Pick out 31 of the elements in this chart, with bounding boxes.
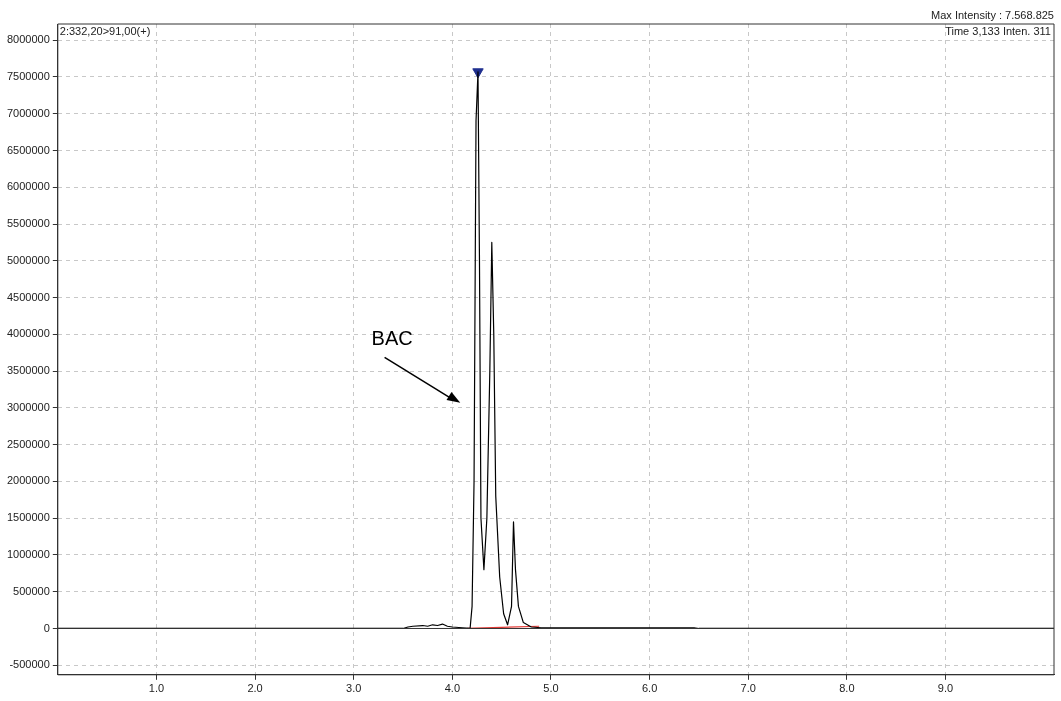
x-tick-label: 5.0: [543, 682, 559, 695]
y-tick-label: 0: [43, 621, 50, 634]
x-tick-label: 6.0: [641, 682, 658, 695]
annotation: BAC: [371, 326, 413, 349]
y-tick-label: 5000000: [7, 253, 50, 266]
y-tick-label: 2500000: [7, 437, 50, 450]
annotation: Time 3,133 Inten. 311: [945, 24, 1051, 37]
y-tick-label: 3000000: [7, 400, 50, 413]
y-tick-label: -500000: [9, 658, 50, 671]
y-tick-label: 500000: [13, 584, 50, 597]
x-tick-label: 9.0: [937, 682, 954, 695]
y-tick-label: 3500000: [7, 364, 50, 377]
x-tick-label: 3.0: [346, 682, 362, 695]
y-tick-label: 5500000: [7, 217, 50, 230]
y-tick-label: 2000000: [7, 474, 50, 487]
x-tick-label: 4.0: [444, 682, 460, 695]
y-tick-label: 7500000: [7, 69, 50, 82]
x-tick-label: 1.0: [148, 682, 165, 695]
y-tick-label: 6500000: [7, 143, 50, 156]
y-tick-label: 1500000: [7, 511, 50, 524]
y-tick-label: 8000000: [7, 33, 50, 46]
y-tick-label: 6000000: [7, 180, 50, 193]
x-tick-label: 7.0: [740, 682, 756, 695]
y-tick-label: 7000000: [7, 106, 50, 119]
y-tick-label: 1000000: [7, 547, 50, 560]
y-tick-label: 4000000: [7, 327, 50, 340]
annotation: 2:332,20>91,00(+): [59, 24, 151, 37]
x-tick-label: 2.0: [247, 682, 263, 695]
x-tick-label: 8.0: [839, 682, 855, 695]
y-tick-label: 4500000: [7, 290, 50, 303]
text: Max Intensity : 7.568.825: [931, 8, 1054, 21]
